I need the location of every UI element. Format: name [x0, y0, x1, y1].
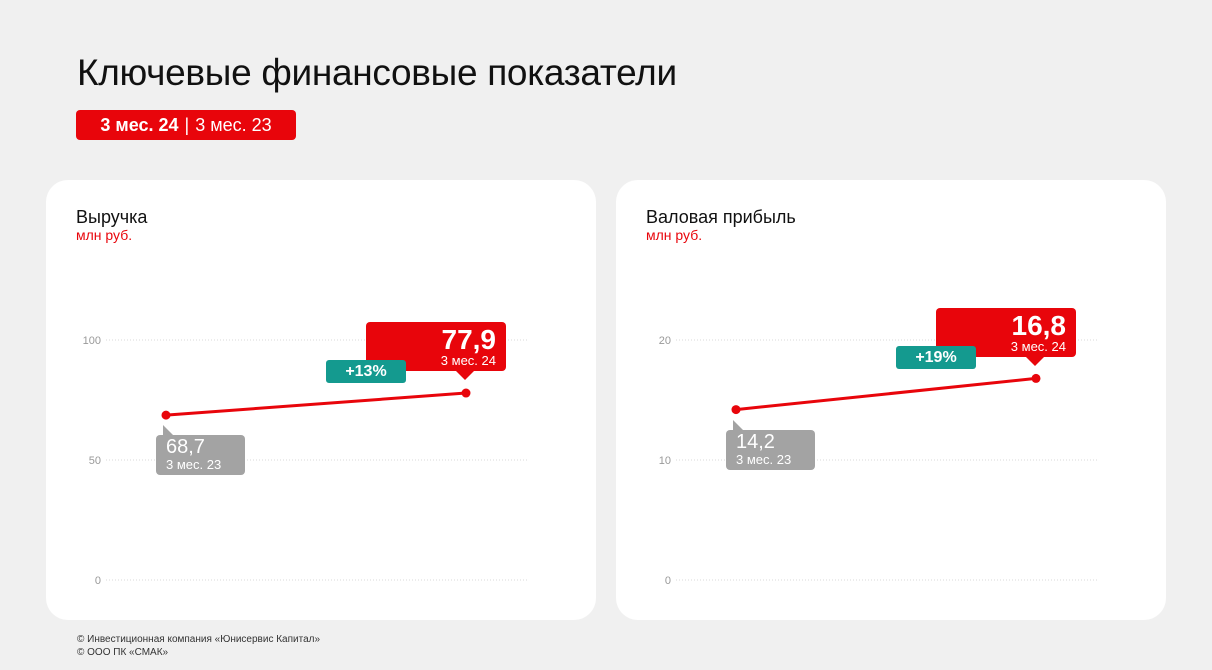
y-tick-label: 0: [95, 575, 101, 587]
y-tick-label: 0: [665, 575, 671, 587]
period-separator: |: [184, 114, 190, 135]
y-tick-label: 100: [83, 335, 101, 347]
previous-value: 14,2: [736, 431, 775, 453]
chart-unit: млн руб.: [76, 227, 133, 243]
series-line: [165, 391, 467, 417]
period-previous: 3 мес. 23: [195, 114, 272, 135]
current-value: 16,8: [1011, 310, 1067, 341]
data-point: [461, 388, 471, 398]
footer: © Инвестиционная компания «Юнисервис Кап…: [77, 633, 320, 659]
y-tick-label: 10: [659, 455, 671, 467]
period-current: 3 мес. 24: [100, 114, 179, 135]
gross-profit-chart: 0 10 20: [659, 335, 1098, 587]
current-value-callout: 16,8 3 мес. 24: [936, 308, 1076, 366]
gross-profit-card: Валовая прибыль млн руб. 0 10 20 16,8 3 ме…: [616, 180, 1166, 620]
chart-title: Валовая прибыль: [646, 207, 796, 227]
data-point: [161, 410, 171, 420]
data-point: [1031, 373, 1041, 383]
chart-unit: млн руб.: [646, 227, 703, 243]
revenue-card: Выручка млн руб. 0 50 100 77,9 3 мес. 24 +…: [46, 180, 596, 620]
growth-badge: +19%: [896, 346, 976, 369]
previous-value-callout: 68,7 3 мес. 23: [156, 425, 245, 475]
previous-value: 68,7: [166, 436, 205, 458]
data-point: [731, 405, 741, 415]
current-value: 77,9: [441, 324, 497, 355]
y-tick-label: 20: [659, 335, 671, 347]
growth-badge: +13%: [326, 360, 406, 383]
current-period: 3 мес. 24: [1010, 339, 1066, 354]
page-title: Ключевые финансовые показатели: [77, 52, 677, 93]
y-tick-label: 50: [89, 455, 101, 467]
current-period: 3 мес. 24: [440, 353, 496, 368]
previous-period: 3 мес. 23: [166, 457, 222, 472]
series-line: [735, 376, 1037, 412]
footer-copyright-2: © ООО ПК «СМАК»: [77, 647, 169, 658]
previous-value-callout: 14,2 3 мес. 23: [726, 420, 815, 470]
revenue-chart: 0 50 100: [83, 335, 528, 587]
footer-copyright-1: © Инвестиционная компания «Юнисервис Кап…: [77, 634, 321, 645]
previous-period: 3 мес. 23: [736, 452, 792, 467]
period-badge: 3 мес. 24 | 3 мес. 23: [76, 110, 296, 140]
chart-title: Выручка: [76, 207, 148, 227]
